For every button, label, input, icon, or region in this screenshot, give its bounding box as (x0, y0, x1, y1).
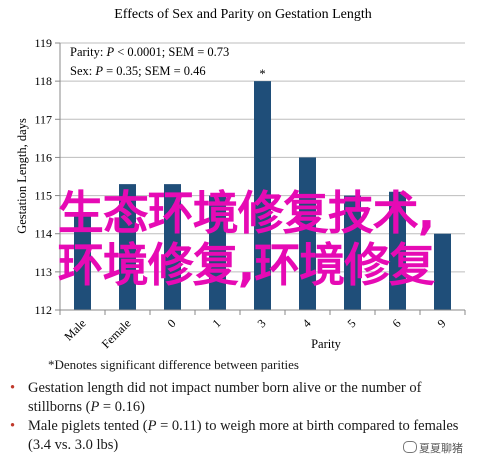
bullet-list: • Gestation length did not impact number… (6, 379, 476, 455)
bar-chart: Effects of Sex and Parity on Gestation L… (15, 7, 466, 351)
bullet-p: P (90, 399, 100, 415)
wechat-icon (403, 441, 417, 453)
x-tick-label: 9 (434, 316, 448, 330)
bullet-text-post: = 0.16) (99, 399, 145, 415)
y-tick-label: 117 (34, 112, 52, 126)
bars: * (74, 67, 451, 311)
y-tick-label: 112 (34, 303, 52, 317)
annotation-sex: Sex: P = 0.35; SEM = 0.46 (70, 64, 206, 78)
overlay-text-line2: 环境修复,环境修复 (57, 238, 435, 292)
bullet-icon: • (10, 380, 16, 396)
bullet-text-post: = 0.11) to weigh more at birth compared … (28, 418, 459, 453)
bar (74, 214, 91, 310)
bullet-text-pre: Male piglets tented ( (28, 418, 148, 434)
watermark: 夏夏聊猪 (403, 440, 463, 456)
y-tick-label: 115 (34, 189, 52, 203)
y-ticks: 112 113 114 115 116 117 118 119 (34, 36, 60, 317)
x-tick-label: 1 (209, 316, 223, 330)
x-tick-label: 0 (164, 316, 178, 330)
x-tick-label: 3 (254, 316, 268, 330)
footnote: *Denotes significant difference between … (48, 357, 299, 372)
x-tick-label: Male (61, 316, 88, 343)
bullet-icon: • (10, 418, 16, 434)
bar (254, 81, 271, 311)
x-axis-label: Parity (311, 337, 342, 351)
chart-title: Effects of Sex and Parity on Gestation L… (114, 7, 372, 22)
bullet-text-pre: Gestation length did not impact number b… (28, 380, 422, 415)
y-tick-label: 119 (34, 36, 52, 50)
bar (209, 195, 226, 310)
bullet-p: P (147, 418, 157, 434)
y-axis-label: Gestation Length, days (15, 118, 29, 234)
bullet-item: • Gestation length did not impact number… (6, 379, 476, 417)
x-tick-label: 4 (299, 316, 313, 330)
x-ticks: Male Female 0 1 3 4 5 6 9 (59, 310, 466, 351)
bullet-item: • Male piglets tented (P = 0.11) to weig… (6, 417, 476, 455)
overlay-text-line1: 生态环境修复技术, (57, 186, 435, 240)
bar (119, 184, 136, 310)
y-tick-label: 116 (34, 150, 52, 164)
significance-star: * (259, 67, 265, 81)
bar (344, 195, 361, 310)
x-tick-label: 6 (389, 316, 403, 330)
y-tick-label: 114 (34, 227, 52, 241)
y-tick-label: 113 (34, 265, 52, 279)
x-tick-label: Female (99, 316, 134, 351)
bar (164, 184, 181, 310)
bar (389, 191, 406, 310)
watermark-text: 夏夏聊猪 (419, 442, 463, 455)
bar (299, 157, 316, 310)
x-tick-label: 5 (344, 316, 358, 330)
bar (434, 233, 451, 310)
annotation-parity: Parity: P < 0.0001; SEM = 0.73 (70, 45, 229, 59)
y-tick-label: 118 (34, 74, 52, 88)
